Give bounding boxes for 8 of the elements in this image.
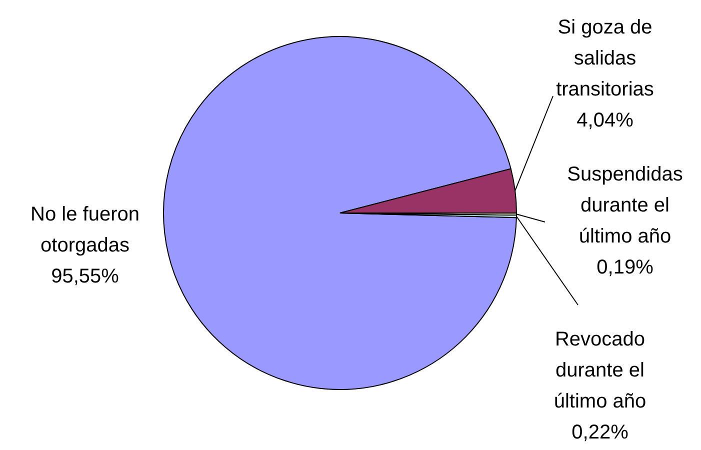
slice-label: Revocado durante el último año xyxy=(554,328,646,413)
data-label: 0,19% xyxy=(596,256,654,279)
slice-label: Si goza de salidas transitorias xyxy=(556,16,654,101)
slice-label: Suspendidas durante el último año xyxy=(567,164,683,248)
data-label: 4,04% xyxy=(576,110,634,132)
data-label: 95,55% xyxy=(51,266,120,288)
data-label: 0,22% xyxy=(572,422,629,444)
slice-label: No le fueron otorgadas xyxy=(30,204,140,257)
